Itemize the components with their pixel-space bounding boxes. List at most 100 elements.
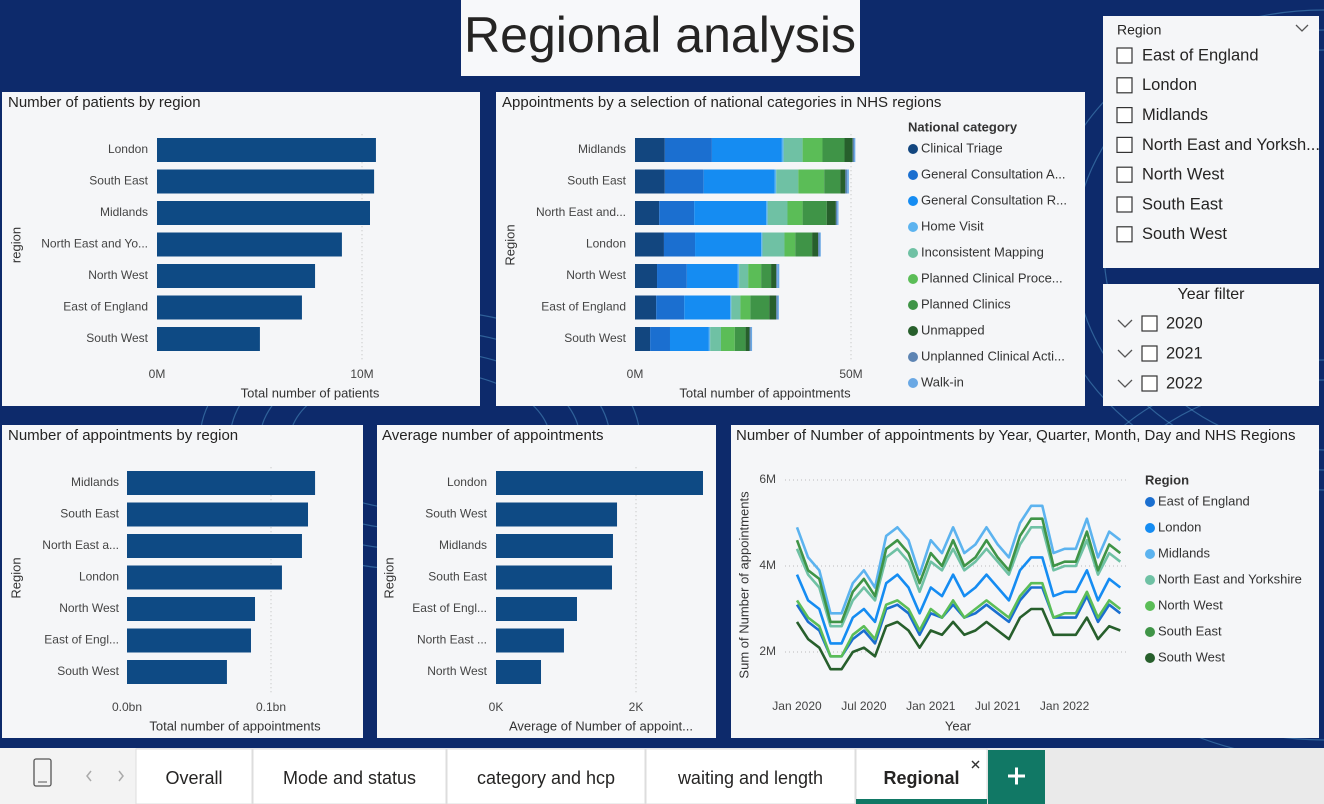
y-tick-label: South East <box>89 174 148 188</box>
bar <box>157 264 316 288</box>
checkbox[interactable] <box>1116 47 1133 64</box>
slicer-item[interactable]: North West <box>1142 166 1225 184</box>
legend-swatch <box>908 326 918 336</box>
bar-segment <box>635 295 657 320</box>
slicer-item[interactable]: East of England <box>1142 46 1259 64</box>
x-tick-label: 50M <box>839 367 862 381</box>
checkbox[interactable] <box>1141 345 1158 362</box>
tab[interactable] <box>855 748 988 804</box>
bar-segment <box>669 327 709 351</box>
slicer-item[interactable]: South West <box>1142 225 1227 243</box>
slicer-item[interactable]: 2020 <box>1166 314 1203 332</box>
tab-close[interactable] <box>971 760 980 769</box>
checkbox[interactable] <box>1116 226 1133 243</box>
y-tick-label: 2M <box>759 644 776 658</box>
y-tick-label: South West <box>86 331 148 345</box>
nav-prev[interactable] <box>86 770 92 782</box>
nav-next[interactable] <box>118 770 124 782</box>
bar-segment <box>777 295 779 320</box>
x-tick-label: 0.0bn <box>112 700 142 714</box>
legend-swatch <box>908 352 918 362</box>
y-tick-label: South West <box>564 331 626 345</box>
bar-segment <box>802 201 827 225</box>
bar-segment <box>822 138 845 162</box>
y-tick-label: East of Engl... <box>412 601 487 615</box>
legend-swatch <box>1145 497 1155 507</box>
legend-swatch <box>908 248 918 258</box>
bar-segment <box>703 169 775 194</box>
slicer-panel <box>1103 16 1319 268</box>
expand-chevron[interactable] <box>1117 379 1133 388</box>
slicer-item[interactable]: 2021 <box>1166 344 1203 362</box>
tab-label[interactable]: Regional <box>883 768 959 788</box>
x-tick-label: 10M <box>350 367 373 381</box>
bar <box>157 295 302 320</box>
checkbox[interactable] <box>1141 315 1158 332</box>
bar-segment <box>635 201 660 225</box>
checkbox[interactable] <box>1116 196 1133 213</box>
slicer-item[interactable]: London <box>1142 76 1197 94</box>
bar-segment <box>731 295 741 320</box>
y-tick-label: North East and... <box>536 205 626 219</box>
x-tick-label: 0K <box>489 700 504 714</box>
legend-label: General Consultation R... <box>921 192 1067 207</box>
checkbox[interactable] <box>1116 166 1133 183</box>
slicer-chevron[interactable] <box>1295 24 1309 32</box>
bar-segment <box>844 138 853 162</box>
bar-segment <box>767 201 788 225</box>
tab-label[interactable]: Overall <box>165 768 222 788</box>
bar-segment <box>635 232 664 257</box>
bar-segment <box>657 264 687 288</box>
bar-segment <box>784 232 796 257</box>
y-tick-label: London <box>447 475 487 489</box>
y-tick-label: 4M <box>759 558 776 572</box>
x-axis-label: Total number of appointments <box>679 385 851 400</box>
x-tick-label: 0M <box>149 367 166 381</box>
bar-segment <box>781 138 784 162</box>
y-tick-label: North West <box>427 664 487 678</box>
tab-label[interactable]: Mode and status <box>283 768 416 788</box>
bar-segment <box>720 327 735 351</box>
bar-segment <box>771 264 777 288</box>
slicer-item[interactable]: Midlands <box>1142 106 1208 124</box>
tab-label[interactable]: waiting and length <box>677 768 823 788</box>
tab[interactable] <box>135 748 253 804</box>
phone-icon[interactable] <box>33 758 52 787</box>
legend-label: Unplanned Clinical Acti... <box>921 348 1065 363</box>
bar-segment <box>664 169 704 194</box>
slicer-title: Region <box>1117 22 1161 38</box>
bar-segment <box>659 201 695 225</box>
slicer-item[interactable]: South East <box>1142 195 1223 213</box>
bar-segment <box>749 327 751 351</box>
slicer-item[interactable]: North East and Yorksh... <box>1142 136 1320 154</box>
tab[interactable] <box>446 748 646 804</box>
y-axis-label: Sum of Number of appointments <box>736 491 751 679</box>
bar-segment <box>734 327 746 351</box>
expand-chevron[interactable] <box>1117 319 1133 328</box>
x-tick-label: 0.1bn <box>256 700 286 714</box>
bar-segment <box>769 295 777 320</box>
bar-segment <box>761 264 772 288</box>
tab[interactable] <box>645 748 856 804</box>
bar-segment <box>635 138 665 162</box>
checkbox[interactable] <box>1141 375 1158 392</box>
checkbox[interactable] <box>1116 106 1133 124</box>
bar-segment <box>656 295 685 320</box>
legend-swatch <box>908 274 918 284</box>
tab-label[interactable]: category and hcp <box>477 768 615 788</box>
bar-segment <box>745 327 750 351</box>
bar-segment <box>695 232 762 257</box>
expand-chevron[interactable] <box>1117 349 1133 358</box>
bar <box>157 232 342 257</box>
bar-segment <box>635 264 658 288</box>
checkbox[interactable] <box>1116 136 1133 153</box>
checkbox[interactable] <box>1116 77 1133 94</box>
bar-segment <box>740 295 751 320</box>
tab[interactable] <box>252 748 447 804</box>
x-axis-label: Total number of appointments <box>149 718 321 733</box>
bar-segment <box>748 264 762 288</box>
slicer-item[interactable]: 2022 <box>1166 374 1203 392</box>
bar-segment <box>686 264 738 288</box>
bar-segment <box>708 327 711 351</box>
